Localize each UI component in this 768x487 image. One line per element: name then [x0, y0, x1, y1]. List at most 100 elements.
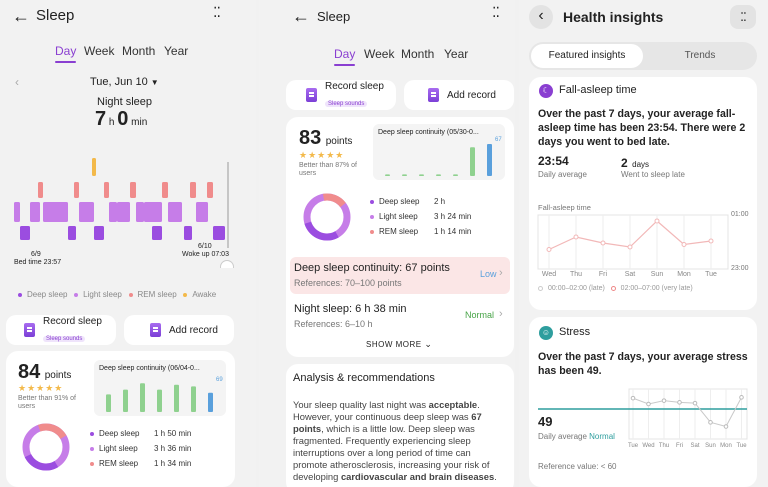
- hours-value: 7: [95, 108, 107, 130]
- rating-stars-icon: ★★★★★: [299, 150, 345, 160]
- continuity-bar: [436, 174, 441, 176]
- insights-tab-bar: Featured insights Trends: [529, 42, 757, 70]
- continuity-bar: [174, 384, 179, 412]
- x-tick-label: Sat: [625, 271, 636, 278]
- tab-week[interactable]: Week: [84, 44, 115, 58]
- tab-year[interactable]: Year: [164, 44, 189, 58]
- continuity-metric-row[interactable]: Deep sleep continuity: 67 points Referen…: [290, 257, 510, 294]
- record-sleep-icon: [306, 88, 317, 102]
- continuity-bar: [157, 389, 162, 412]
- stage-block: [79, 202, 94, 222]
- chevron-down-icon: ⌄: [424, 339, 433, 349]
- stage-value: 3 h 24 min: [434, 212, 472, 221]
- data-point: [723, 424, 729, 429]
- back-icon[interactable]: ‹: [529, 5, 553, 29]
- sleep-score-card: 83 points ★★★★★ Better than 87% of users…: [286, 117, 514, 357]
- night-status: Normal: [465, 310, 495, 320]
- data-point: [692, 400, 698, 406]
- stress-status: Normal: [589, 432, 615, 441]
- tab-year[interactable]: Year: [444, 47, 469, 61]
- stage-block: [104, 182, 109, 198]
- stage-row-rem: REM sleep 1 h 34 min: [90, 459, 191, 468]
- fall-asleep-card[interactable]: ☾ Fall-asleep time Over the past 7 days,…: [529, 77, 757, 310]
- stage-block: [196, 202, 208, 222]
- tab-month[interactable]: Month: [122, 44, 156, 58]
- score-unit: points: [44, 370, 72, 381]
- late-days-label: Went to sleep late: [621, 170, 685, 179]
- data-point: [708, 420, 713, 425]
- tab-trends[interactable]: Trends: [684, 50, 716, 61]
- back-arrow-icon[interactable]: ←: [292, 6, 310, 26]
- continuity-bar: [487, 144, 492, 176]
- show-more-button[interactable]: SHOW MORE ⌄: [366, 339, 432, 350]
- x-tick-label: Wed: [642, 443, 654, 449]
- chevron-right-icon: ›: [499, 267, 503, 279]
- tab-day[interactable]: Day: [334, 47, 356, 66]
- x-tick-label: Tue: [705, 271, 717, 278]
- score-value: 84: [18, 361, 41, 383]
- more-icon[interactable]: ⁚⁚: [213, 4, 221, 20]
- add-record-button[interactable]: Add record: [404, 80, 514, 110]
- stage-name: REM sleep: [99, 459, 139, 468]
- continuity-bar: [208, 392, 213, 412]
- stage-row-deep: Deep sleep 1 h 50 min: [90, 429, 191, 438]
- moon-icon: ☾: [539, 84, 553, 98]
- sleep-score: 84 points: [18, 361, 71, 384]
- continuity-mini-value: 67: [495, 137, 502, 143]
- stage-block: [92, 158, 96, 176]
- stage-name: Deep sleep: [379, 197, 420, 206]
- sleep-panel-day-2: ← Sleep ⁚⁚ Day Week Month Year Record sl…: [259, 0, 515, 487]
- sleep-sounds-badge[interactable]: Sleep sounds: [325, 100, 368, 107]
- sleep-sounds-badge[interactable]: Sleep sounds: [43, 335, 86, 342]
- continuity-bar: [385, 174, 390, 176]
- continuity-bar: [402, 174, 407, 176]
- tab-month[interactable]: Month: [401, 47, 435, 61]
- data-point: [627, 244, 633, 250]
- x-tick-label: Sun: [705, 443, 716, 449]
- stress-summary: Over the past 7 days, your average stres…: [538, 351, 748, 377]
- night-sleep-label: Night sleep: [97, 96, 153, 108]
- woke-up-time: Woke up 07:03: [182, 251, 229, 258]
- tab-week[interactable]: Week: [364, 47, 395, 61]
- record-sleep-button[interactable]: Record sleep Sleep sounds: [286, 80, 396, 110]
- show-more-label: SHOW MORE: [366, 340, 422, 349]
- data-point: [681, 242, 687, 247]
- stage-block: [152, 226, 162, 240]
- data-point: [546, 247, 552, 252]
- stage-value: 1 h 34 min: [154, 459, 192, 468]
- better-than-text: Better than 87% of users: [299, 162, 357, 177]
- sleep-score: 83 points: [299, 127, 352, 150]
- more-icon[interactable]: ⁚⁚: [730, 5, 756, 29]
- continuity-mini-chart[interactable]: Deep sleep continuity (05/30-0... 67: [373, 124, 505, 180]
- prev-date-icon[interactable]: ‹: [15, 75, 19, 89]
- more-icon[interactable]: ⁚⁚: [492, 4, 500, 20]
- legend-very-late: 02:00–07:00 (very late): [620, 285, 693, 292]
- fall-asleep-summary: Over the past 7 days, your average fall-…: [538, 108, 746, 148]
- start-date: 6/9: [31, 251, 41, 258]
- page-title: Sleep: [36, 7, 75, 24]
- continuity-bar: [140, 383, 145, 412]
- stress-card[interactable]: ☺ Stress Over the past 7 days, your aver…: [529, 317, 757, 487]
- data-point: [630, 395, 636, 401]
- better-than-text: Better than 91% of users: [18, 395, 76, 410]
- stress-average-value: 49: [538, 414, 553, 429]
- continuity-mini-chart[interactable]: Deep sleep continuity (06/04-0... 69: [94, 360, 226, 416]
- x-tick-label: Thu: [570, 271, 582, 278]
- stage-row-light: Light sleep 3 h 24 min: [370, 212, 471, 221]
- back-arrow-icon[interactable]: ←: [12, 6, 30, 26]
- chart-title: Fall-asleep time: [538, 203, 591, 212]
- stage-value: 1 h 50 min: [154, 429, 192, 438]
- add-record-button[interactable]: Add record: [124, 315, 234, 345]
- stress-line: [632, 397, 742, 428]
- date-selector[interactable]: Tue, Jun 10 ▼: [90, 76, 159, 88]
- night-sleep-metric-row[interactable]: Night sleep: 6 h 38 min References: 6–10…: [290, 300, 510, 334]
- record-sleep-icon: [24, 323, 35, 337]
- stage-name: REM sleep: [379, 227, 419, 236]
- record-sleep-button[interactable]: Record sleep Sleep sounds: [6, 315, 116, 345]
- stage-block: [109, 202, 117, 222]
- stage-value: 3 h 36 min: [154, 444, 192, 453]
- tab-featured-insights[interactable]: Featured insights: [531, 44, 643, 68]
- tab-day[interactable]: Day: [55, 44, 77, 63]
- legend-late: 00:00–02:00 (late): [548, 285, 605, 292]
- stage-name: Light sleep: [99, 444, 138, 453]
